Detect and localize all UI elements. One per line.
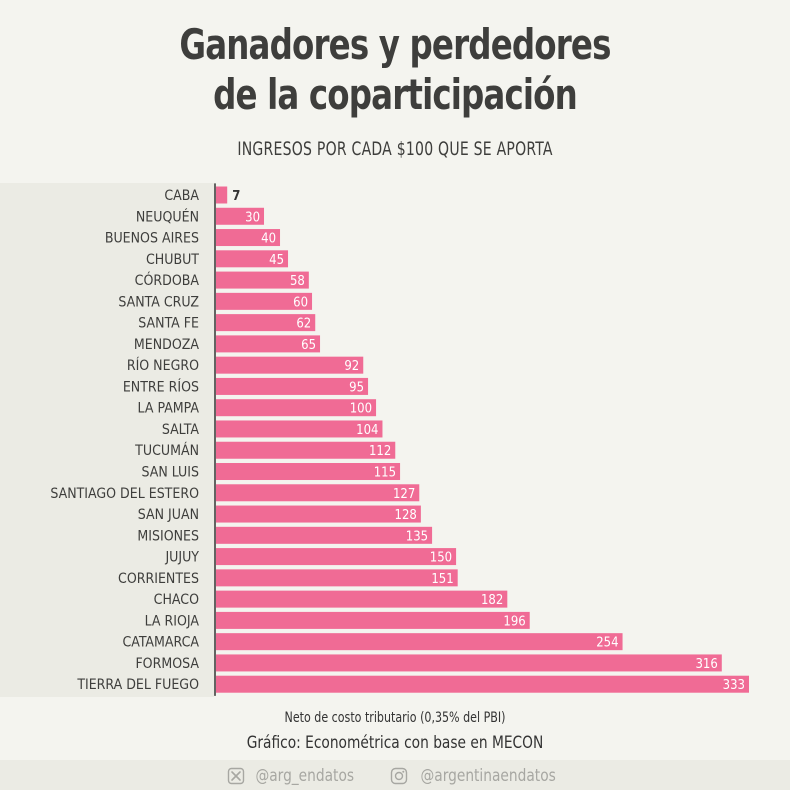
bar-corrientes [216, 569, 458, 587]
value-label-san-luis: 115 [374, 466, 396, 481]
bar-misiones [216, 526, 433, 544]
value-label-caba: 7 [232, 189, 240, 204]
category-label-chubut: CHUBUT [146, 252, 199, 268]
category-label-rio-negro: RÍO NEGRO [127, 357, 199, 374]
bar-san-luis [216, 463, 401, 481]
bar-santiago-del-estero [216, 484, 420, 502]
bar-tucuman [216, 441, 396, 459]
bar-buenos-aires [216, 229, 281, 247]
value-label-catamarca: 254 [596, 636, 618, 651]
category-label-buenos-aires: BUENOS AIRES [105, 231, 199, 247]
chart-source: Gráfico: Econométrica con base en MECON [246, 733, 544, 753]
value-label-la-rioja: 196 [503, 614, 525, 629]
chart-note: Neto de costo tributario (0,35% del PBI) [284, 710, 506, 726]
value-label-corrientes: 151 [431, 572, 453, 587]
value-label-misiones: 135 [406, 529, 428, 544]
instagram-icon [390, 767, 407, 785]
bar-tierra-del-fuego [216, 675, 749, 693]
chart-title-line-2: de la coparticipación [213, 70, 578, 119]
category-label-entre-rios: ENTRE RÍOS [123, 378, 199, 395]
category-label-salta: SALTA [162, 422, 200, 438]
category-label-catamarca: CATAMARCA [123, 635, 200, 651]
bar-la-pampa [216, 399, 377, 417]
value-label-santa-fe: 62 [296, 317, 311, 332]
bar-cordoba [216, 271, 309, 289]
value-label-jujuy: 150 [430, 551, 452, 566]
category-label-corrientes: CORRIENTES [118, 571, 199, 587]
category-label-neuquen: NEUQUÉN [136, 208, 199, 225]
bar-santa-cruz [216, 292, 313, 310]
bar-san-juan [216, 505, 421, 523]
bar-catamarca [216, 633, 623, 651]
bar-caba [216, 186, 228, 204]
value-label-santa-cruz: 60 [293, 295, 308, 310]
chart-title: Ganadores y perdedores de la coparticipa… [55, 20, 734, 120]
category-label-jujuy: JUJUY [164, 550, 199, 566]
category-label-santiago-del-estero: SANTIAGO DEL ESTERO [50, 486, 199, 502]
value-label-santiago-del-estero: 127 [393, 487, 415, 502]
bar-salta [216, 420, 383, 438]
category-label-santa-fe: SANTA FE [138, 316, 199, 332]
value-label-chubut: 45 [269, 253, 284, 268]
social-footer: @arg_endatos @argentinaendatos [0, 764, 790, 788]
twitter-handle-text: @arg_endatos [255, 766, 355, 786]
value-label-cordoba: 58 [290, 274, 305, 289]
instagram-handle-text: @argentinaendatos [420, 766, 556, 786]
x-twitter-icon [227, 767, 245, 785]
bar-entre-rios [216, 377, 369, 395]
value-label-entre-rios: 95 [349, 380, 364, 395]
category-label-caba: CABA [164, 188, 199, 204]
value-label-tierra-del-fuego: 333 [723, 678, 745, 693]
category-label-cordoba: CÓRDOBA [135, 271, 200, 289]
bar-neuquen [216, 207, 265, 225]
value-label-mendoza: 65 [301, 338, 316, 353]
category-label-san-luis: SAN LUIS [141, 465, 199, 481]
category-label-misiones: MISIONES [137, 528, 199, 544]
bar-chubut [216, 250, 289, 268]
value-label-la-pampa: 100 [350, 402, 372, 417]
category-label-tucuman: TUCUMÁN [134, 442, 199, 459]
bar-mendoza [216, 335, 321, 353]
bar-jujuy [216, 548, 457, 566]
category-label-la-rioja: LA RIOJA [145, 613, 200, 629]
bar-formosa [216, 654, 722, 672]
chart-title-line-1: Ganadores y perdedores [179, 20, 611, 69]
chart-subtitle: INGRESOS POR CADA $100 QUE SE APORTA [237, 138, 553, 160]
value-label-chaco: 182 [481, 593, 503, 608]
category-label-san-juan: SAN JUAN [138, 507, 199, 523]
value-label-buenos-aires: 40 [261, 232, 276, 247]
category-label-tierra-del-fuego: TIERRA DEL FUEGO [76, 677, 199, 693]
bar-rio-negro [216, 356, 364, 374]
value-label-rio-negro: 92 [344, 359, 359, 374]
twitter-handle-link[interactable]: @arg_endatos [227, 766, 360, 786]
category-label-santa-cruz: SANTA CRUZ [118, 294, 199, 310]
category-label-la-pampa: LA PAMPA [138, 401, 200, 417]
value-label-san-juan: 128 [395, 508, 417, 523]
category-label-mendoza: MENDOZA [134, 337, 199, 353]
bar-la-rioja [216, 611, 530, 629]
instagram-handle-link[interactable]: @argentinaendatos [390, 766, 563, 786]
category-label-formosa: FORMOSA [135, 656, 199, 672]
plot-label-band [0, 183, 214, 697]
value-label-tucuman: 112 [369, 444, 391, 459]
value-label-formosa: 316 [695, 657, 717, 672]
category-label-chaco: CHACO [154, 592, 199, 608]
bar-santa-fe [216, 314, 316, 332]
value-label-neuquen: 30 [245, 210, 260, 225]
bar-chaco [216, 590, 508, 608]
value-label-salta: 104 [356, 423, 378, 438]
